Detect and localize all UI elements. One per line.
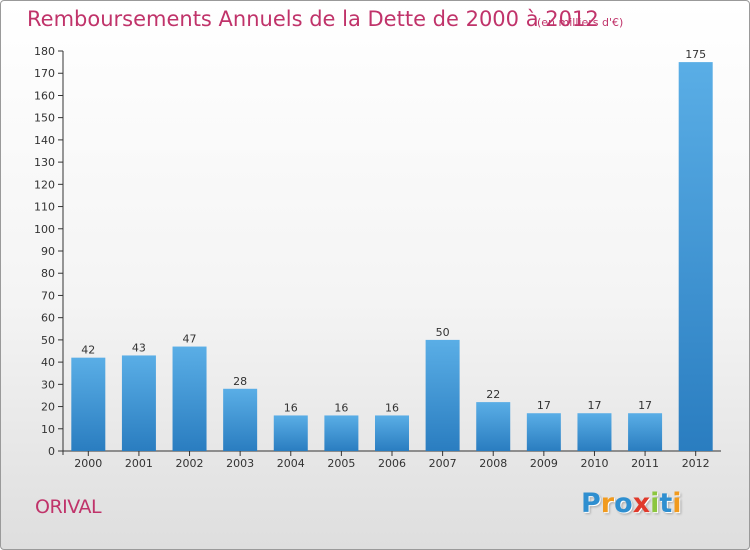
y-tick-label: 130: [34, 156, 55, 169]
y-tick-label: 30: [41, 378, 55, 391]
bar: [476, 402, 511, 451]
x-tick-label: 2005: [327, 457, 355, 470]
bar-value-label: 17: [587, 399, 601, 412]
x-tick-label: 2010: [580, 457, 608, 470]
commune-name: ORIVAL: [35, 496, 102, 518]
bar-value-label: 175: [685, 48, 706, 61]
bar: [577, 413, 612, 451]
y-tick-label: 60: [41, 312, 55, 325]
y-tick-label: 120: [34, 178, 55, 191]
bar: [71, 357, 106, 451]
bar-value-label: 16: [284, 401, 298, 414]
y-tick-label: 90: [41, 245, 55, 258]
bar-value-label: 42: [81, 344, 95, 357]
y-tick-label: 140: [34, 134, 55, 147]
bar: [628, 413, 663, 451]
logo-letter: i: [650, 488, 660, 519]
bar-value-label: 17: [638, 399, 652, 412]
y-tick-label: 40: [41, 356, 55, 369]
y-tick-label: 160: [34, 89, 55, 102]
bar-value-label: 43: [132, 341, 146, 354]
x-tick-label: 2004: [277, 457, 305, 470]
bar-value-label: 16: [334, 401, 348, 414]
bar: [678, 62, 713, 451]
logo-letter: P: [581, 488, 601, 519]
x-tick-label: 2002: [176, 457, 204, 470]
y-tick-label: 170: [34, 67, 55, 80]
y-tick-label: 110: [34, 201, 55, 214]
bar-value-label: 17: [537, 399, 551, 412]
bar: [121, 355, 156, 451]
chart-subtitle: (en milliers d'€): [537, 16, 624, 29]
x-tick-label: 2007: [429, 457, 457, 470]
x-tick-label: 2009: [530, 457, 558, 470]
logo-letter: i: [672, 488, 682, 519]
logo-letter: t: [659, 488, 673, 519]
y-tick-label: 150: [34, 112, 55, 125]
bar: [526, 413, 561, 451]
bar: [375, 415, 409, 451]
bar-value-label: 22: [486, 388, 500, 401]
bar: [172, 346, 207, 451]
bar-value-label: 47: [183, 333, 197, 346]
y-tick-label: 50: [41, 334, 55, 347]
bar-value-label: 50: [436, 326, 450, 339]
bar: [425, 339, 460, 451]
x-tick-label: 2000: [74, 457, 102, 470]
y-tick-label: 10: [41, 423, 55, 436]
logo-letter: o: [614, 488, 633, 519]
x-tick-label: 2008: [479, 457, 507, 470]
bar: [273, 415, 308, 451]
bar: [223, 388, 258, 451]
x-tick-label: 2012: [682, 457, 710, 470]
y-tick-label: 70: [41, 289, 55, 302]
proxiti-logo[interactable]: Proxiti: [581, 488, 682, 519]
y-tick-label: 0: [48, 445, 55, 458]
chart-title: Remboursements Annuels de la Dette de 20…: [27, 7, 599, 31]
y-tick-label: 80: [41, 267, 55, 280]
x-tick-label: 2006: [378, 457, 406, 470]
bar-value-label: 28: [233, 375, 247, 388]
bar-value-label: 16: [385, 401, 399, 414]
logo-letter: r: [600, 488, 615, 519]
logo-letter: x: [632, 488, 651, 519]
y-tick-label: 20: [41, 401, 55, 414]
bar: [324, 415, 359, 451]
y-tick-label: 180: [34, 45, 55, 58]
x-tick-label: 2011: [631, 457, 659, 470]
x-tick-label: 2001: [125, 457, 153, 470]
x-tick-label: 2003: [226, 457, 254, 470]
y-tick-label: 100: [34, 223, 55, 236]
